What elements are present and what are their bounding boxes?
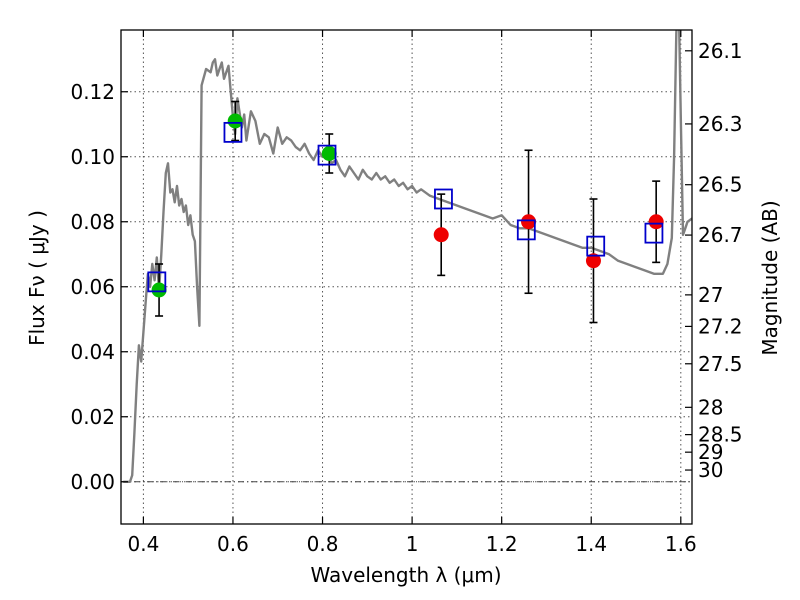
plot-frame: [120, 29, 693, 525]
model-square-marker: [516, 219, 536, 241]
data-markers: [147, 113, 664, 298]
green-data-point: [151, 282, 167, 298]
right-tick-label: 30: [698, 458, 723, 482]
red-data-point: [521, 214, 537, 230]
right-tick-label: 27.2: [698, 314, 743, 338]
x-tick-label: 1.4: [575, 532, 607, 556]
grid-lines: [121, 30, 692, 524]
right-tick-label: 27: [698, 283, 723, 307]
model-square-marker: [586, 235, 606, 257]
right-tick-label: 26.1: [698, 39, 743, 63]
spectrum-line: [123, 30, 692, 483]
x-tick-label: 0.8: [307, 532, 339, 556]
right-tick-label: 28: [698, 395, 723, 419]
y-tick-label: 0.10: [70, 145, 115, 169]
y-tick-label: 0.08: [70, 210, 115, 234]
red-data-point: [648, 214, 664, 230]
x-tick-label: 1.2: [486, 532, 518, 556]
model-square-marker: [317, 144, 337, 166]
model-square-marker: [223, 121, 243, 143]
y-tick-label: 0.02: [70, 405, 115, 429]
right-tick-label: 26.3: [698, 112, 743, 136]
green-data-point: [321, 146, 337, 161]
x-axis-label: Wavelength λ (μm): [310, 563, 501, 587]
right-tick-label: 28.5: [698, 423, 743, 447]
model-spectrum: [123, 30, 692, 483]
red-data-point: [433, 227, 449, 243]
y-tick-label: 0.12: [70, 80, 115, 104]
green-data-point: [227, 113, 243, 129]
y-axis-label: Flux Fν ( μJy ): [25, 210, 49, 346]
x-tick-label: 1.6: [665, 532, 697, 556]
model-square-marker: [434, 188, 453, 210]
model-square-marker: [147, 271, 167, 293]
right-tick-label: 26.5: [698, 173, 743, 197]
y-tick-label: 0.04: [70, 340, 115, 364]
right-axis-label: Magnitude (AB): [758, 200, 782, 355]
x-tick-label: 0.4: [127, 532, 159, 556]
x-tick-label: 1: [406, 532, 419, 556]
model-square-marker: [644, 222, 664, 244]
right-tick-label: 26.7: [698, 223, 743, 247]
axis-ticks: 0.4 0.6 0.8 1 1.2 1.4 1.6 0.00 0.02 0.04 0.06 0.08 0…: [70, 30, 743, 556]
right-tick-label: 29: [698, 440, 723, 464]
y-tick-label: 0.06: [70, 275, 115, 299]
y-tick-label: 0.00: [70, 470, 115, 494]
right-tick-label: 27.5: [698, 352, 743, 376]
error-bars: [155, 100, 661, 324]
red-data-point: [585, 253, 601, 269]
x-tick-label: 0.6: [217, 532, 249, 556]
